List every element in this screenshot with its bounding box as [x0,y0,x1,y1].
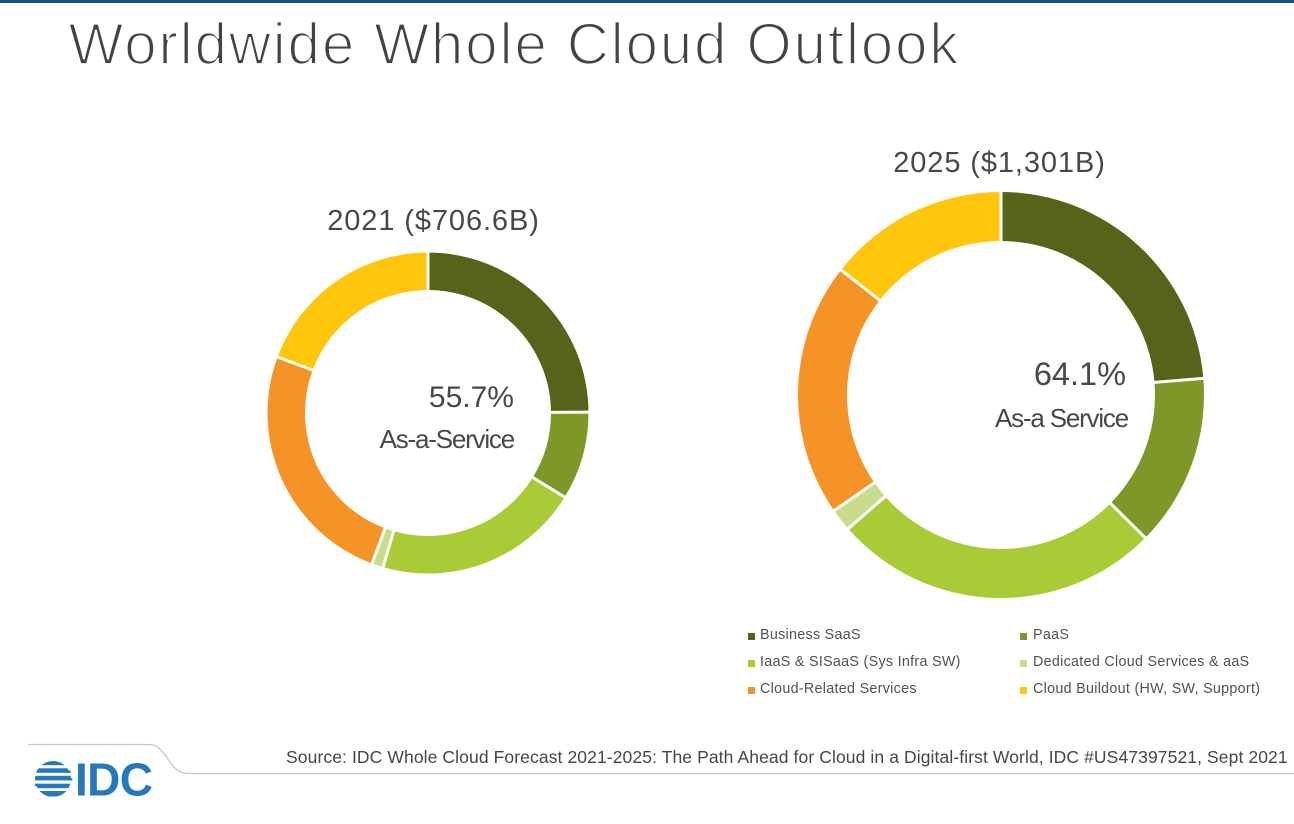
svg-text:IDC: IDC [75,758,152,802]
